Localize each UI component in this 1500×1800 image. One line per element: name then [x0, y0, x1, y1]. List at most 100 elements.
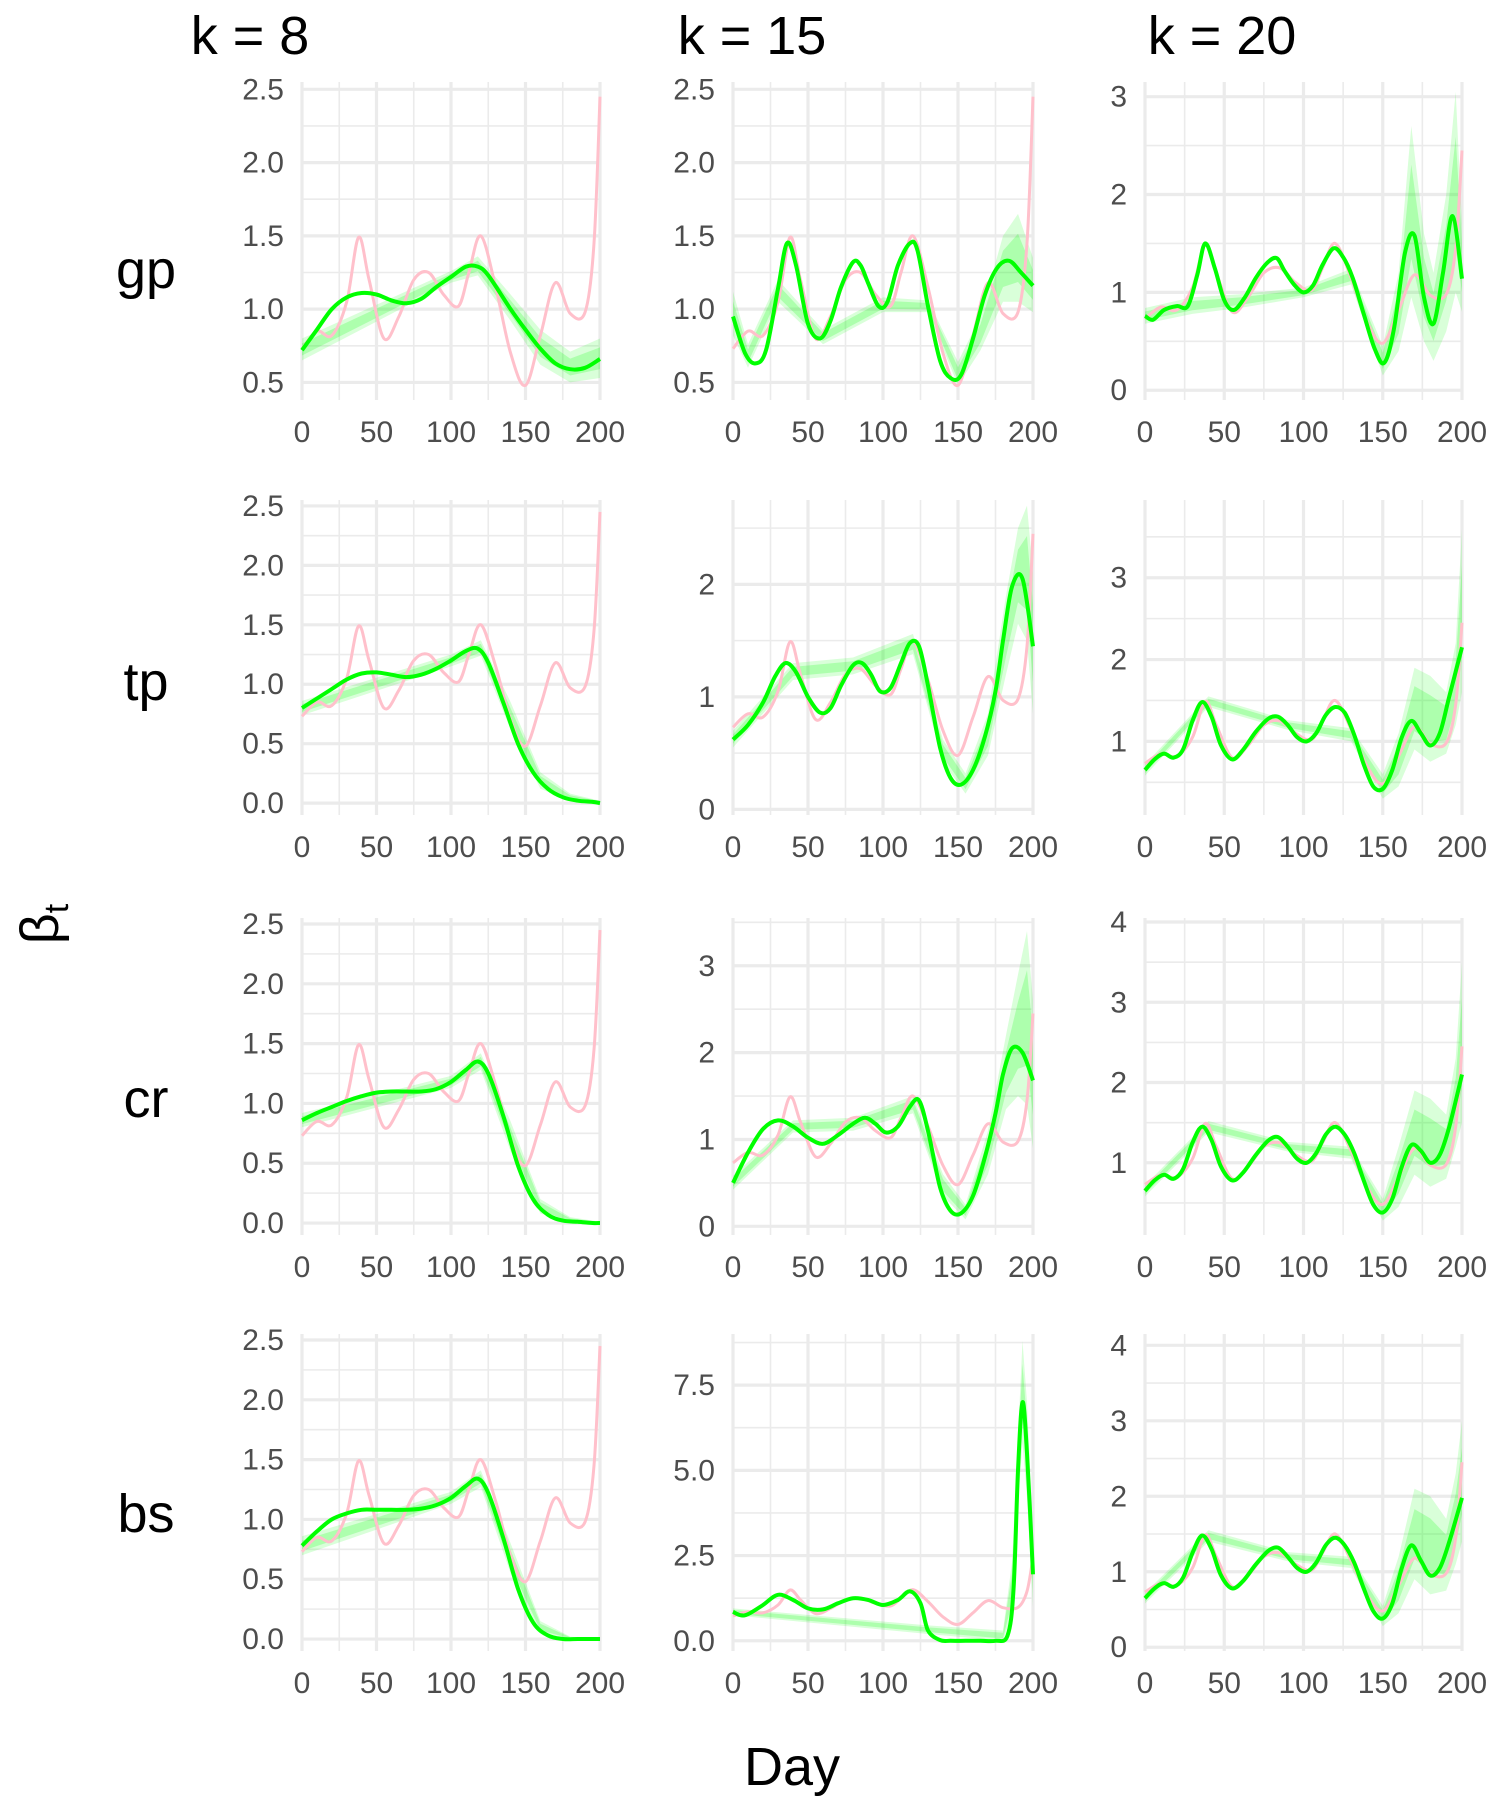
y-tick-label: 2.0 [242, 549, 284, 582]
x-tick-label: 50 [1208, 1251, 1241, 1284]
y-tick-label: 3 [1110, 562, 1127, 595]
y-tick-label: 0.5 [242, 1147, 284, 1180]
credible-band-inner [302, 260, 600, 376]
x-tick-label: 0 [294, 1667, 311, 1700]
panel-gp-k20: 0 1 2 3 0 50 100 150 200 [1110, 81, 1487, 449]
x-tick-label: 200 [1008, 1667, 1058, 1700]
x-tick-label: 50 [1208, 1667, 1241, 1700]
estimated-beta-line [732, 1400, 1035, 1644]
x-tick-label: 100 [1278, 831, 1328, 864]
true-beta-line [300, 1345, 602, 1584]
panel-cr-k20: 1 2 3 4 0 50 100 150 200 [1110, 906, 1487, 1284]
y-tick-label: 2.5 [242, 1324, 284, 1357]
y-tick-label: 4 [1110, 906, 1127, 939]
labels-layer: k = 8 k = 15 k = 20 gp tp cr bs Day βt [10, 6, 1296, 1797]
y-tick-label: 1.0 [673, 293, 715, 326]
credible-band-inner [302, 1474, 600, 1639]
panel-bs-k15: 0.0 2.5 5.0 7.5 0 50 100 150 200 [673, 1334, 1058, 1700]
y-tick-label: 7.5 [673, 1369, 715, 1402]
y-tick-label: 2.5 [242, 73, 284, 106]
y-tick-label: 1 [1110, 1147, 1127, 1180]
column-title-k20: k = 20 [1148, 6, 1297, 66]
x-tick-label: 0 [294, 416, 311, 449]
x-tick-label: 0 [725, 1667, 742, 1700]
true-beta-line [732, 1013, 1035, 1187]
y-tick-label: 2.5 [242, 490, 284, 523]
y-tick-label: 1 [698, 681, 715, 714]
y-tick-label: 1.0 [242, 1087, 284, 1120]
x-tick-label: 150 [933, 1251, 983, 1284]
x-tick-label: 100 [858, 831, 908, 864]
x-tick-label: 50 [791, 1667, 824, 1700]
y-tick-label: 0 [698, 793, 715, 826]
panel-cr-k15: 0 1 2 3 0 50 100 150 200 [698, 918, 1058, 1284]
row-label-cr: cr [124, 1069, 169, 1129]
y-tick-label: 2.5 [673, 73, 715, 106]
y-tick-label: 0.0 [242, 1207, 284, 1240]
x-tick-label: 100 [1278, 1251, 1328, 1284]
x-tick-label: 200 [575, 416, 625, 449]
y-tick-label: 4 [1110, 1329, 1127, 1362]
estimated-beta-line [300, 1476, 601, 1642]
x-tick-label: 150 [500, 1251, 550, 1284]
x-tick-label: 150 [1358, 1251, 1408, 1284]
y-tick-label: 2.5 [673, 1540, 715, 1573]
x-tick-label: 150 [933, 416, 983, 449]
panel-cr-k8: 0.0 0.5 1.0 1.5 2.0 2.5 0 50 100 150 200 [242, 908, 625, 1284]
x-tick-label: 50 [360, 1251, 393, 1284]
estimated-beta-line [731, 572, 1035, 787]
y-tick-label: 2.0 [242, 1384, 284, 1417]
credible-band-outer [302, 1470, 600, 1639]
y-tick-label: 2.0 [242, 968, 284, 1001]
y-tick-label: 1.5 [242, 220, 284, 253]
x-tick-label: 0 [725, 416, 742, 449]
x-tick-label: 150 [933, 1667, 983, 1700]
y-tick-label: 1 [1110, 725, 1127, 758]
y-tick-label: 2 [1110, 1067, 1127, 1100]
y-tick-label: 3 [698, 950, 715, 983]
y-tick-label: 1.0 [242, 1503, 284, 1536]
x-tick-label: 100 [426, 1667, 476, 1700]
y-tick-label: 0.5 [242, 728, 284, 761]
x-tick-label: 50 [360, 1667, 393, 1700]
x-tick-label: 0 [294, 831, 311, 864]
x-tick-label: 150 [1358, 831, 1408, 864]
y-tick-label: 1 [1110, 276, 1127, 309]
x-tick-label: 200 [575, 1251, 625, 1284]
row-label-bs: bs [117, 1484, 174, 1544]
x-tick-label: 150 [933, 831, 983, 864]
x-tick-label: 50 [360, 416, 393, 449]
panel-bs-k20: 0 1 2 3 4 0 50 100 150 200 [1110, 1329, 1487, 1700]
row-label-gp: gp [116, 240, 176, 300]
x-tick-label: 150 [500, 1667, 550, 1700]
x-tick-label: 100 [426, 416, 476, 449]
x-tick-label: 150 [500, 416, 550, 449]
x-tick-label: 100 [858, 1667, 908, 1700]
estimated-beta-line [1143, 1074, 1464, 1215]
panel-bs-k8: 0.0 0.5 1.0 1.5 2.0 2.5 0 50 100 150 200 [242, 1324, 625, 1700]
y-tick-label: 0 [698, 1210, 715, 1243]
x-tick-label: 150 [1358, 416, 1408, 449]
y-tick-label: 1.5 [242, 609, 284, 642]
panels-layer: 0.51.01.52.02.50 50 100 150 2000.51.01.52.02… [242, 73, 1487, 1700]
x-tick-label: 200 [575, 1667, 625, 1700]
x-tick-label: 50 [791, 831, 824, 864]
x-tick-label: 100 [426, 831, 476, 864]
y-tick-label: 0.0 [242, 787, 284, 820]
x-tick-label: 0 [1137, 831, 1154, 864]
y-tick-label: 3 [1110, 1405, 1127, 1438]
panel-tp-k8: 0.0 0.5 1.0 1.5 2.0 2.5 0 50 100 150 200 [242, 490, 625, 864]
y-tick-label: 2 [1110, 179, 1127, 212]
estimated-beta-line [731, 1044, 1035, 1217]
x-tick-label: 50 [360, 831, 393, 864]
x-tick-label: 200 [1437, 1667, 1487, 1700]
x-tick-label: 100 [858, 416, 908, 449]
credible-band-outer [302, 640, 600, 804]
x-tick-label: 200 [575, 831, 625, 864]
y-tick-label: 0 [1110, 1631, 1127, 1664]
y-tick-label: 2 [1110, 1480, 1127, 1513]
y-tick-label: 2 [698, 1037, 715, 1070]
panel-gp-k8: 0.5 1.0 1.5 2.0 2.5 0 50 100 150 200 [242, 73, 625, 449]
y-tick-label: 1 [698, 1123, 715, 1156]
y-tick-label: 1 [1110, 1556, 1127, 1589]
